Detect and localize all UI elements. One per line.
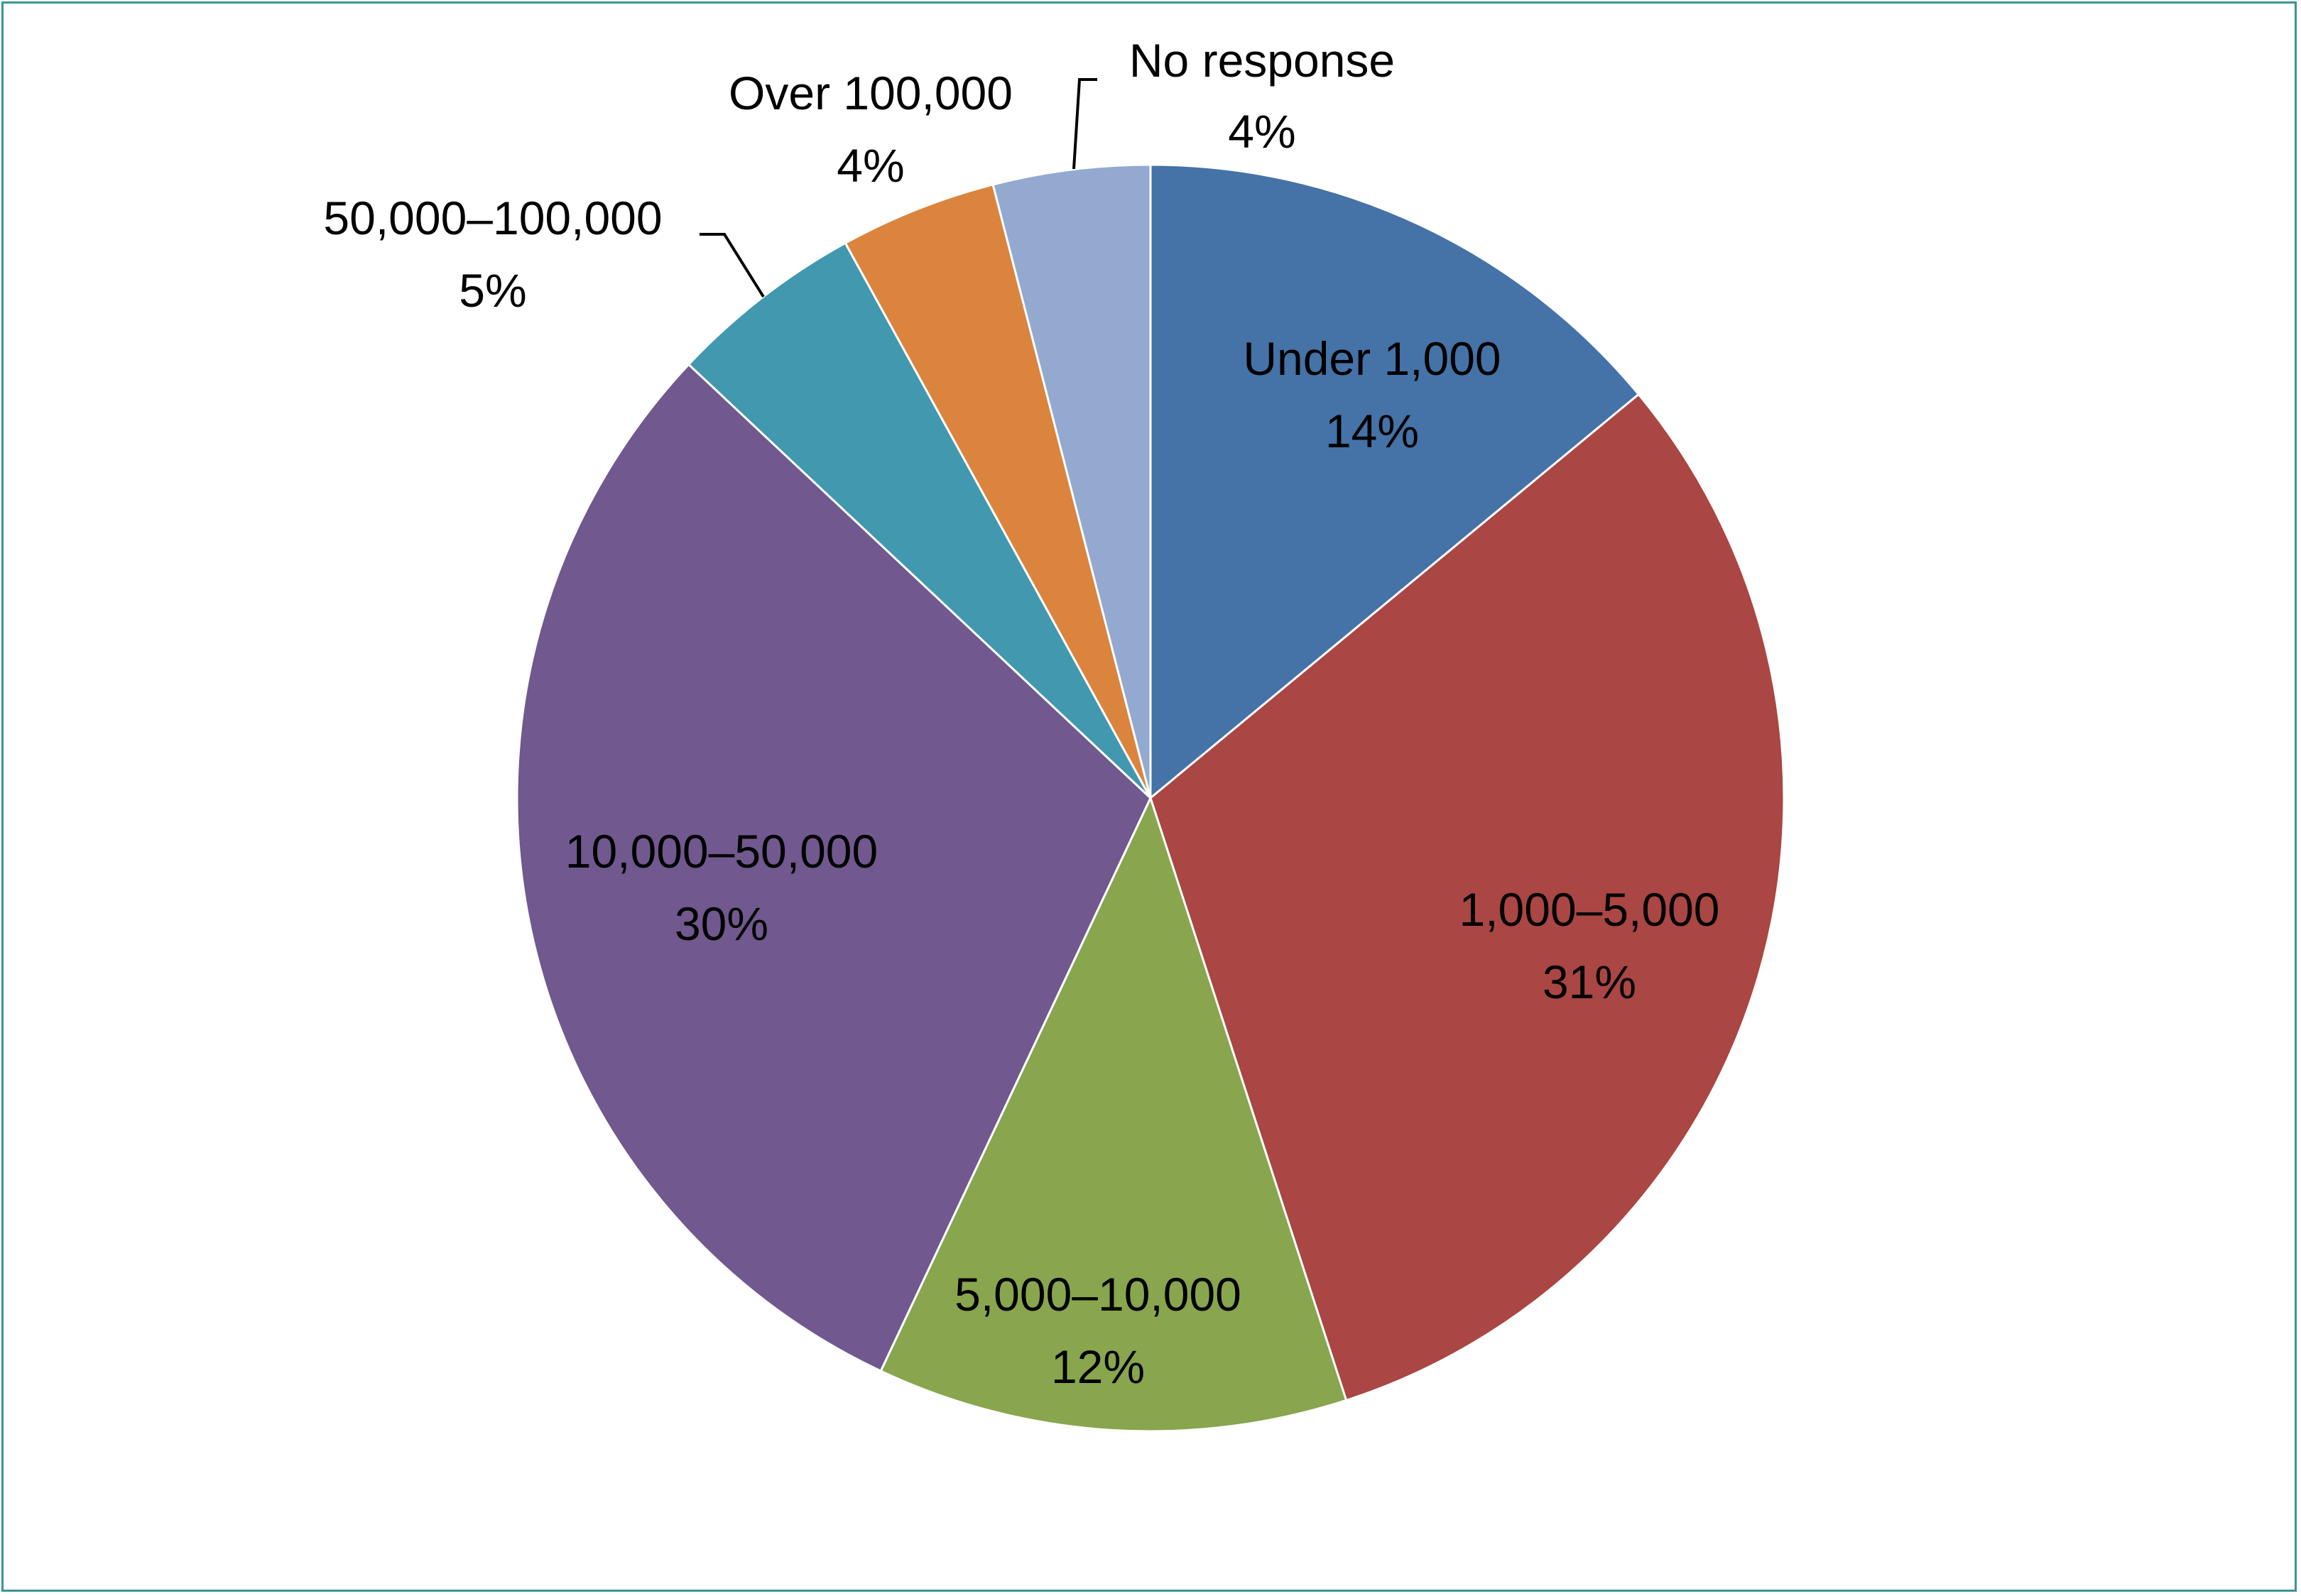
slice-value-1000-5000: 31% [1543, 956, 1636, 1008]
pie-slice-no-response [991, 163, 1152, 799]
slice-value-50000-100000: 5% [459, 264, 526, 317]
slice-label-under-1000: Under 1,000 [1243, 332, 1501, 385]
pie-slice-50-000-100-000 [687, 241, 1152, 799]
slice-label-10000-50000: 10,000–50,000 [565, 825, 878, 878]
slice-label-over-100000: Over 100,000 [729, 67, 1013, 119]
pie-slice-10-000-50-000 [516, 363, 1152, 1373]
slice-value-over-100000: 4% [837, 139, 904, 192]
slice-value-under-1000: 14% [1325, 405, 1419, 457]
slice-value-no-response: 4% [1228, 105, 1295, 158]
pie-slice-over-100-000 [844, 183, 1152, 799]
slice-labels: Under 1,000 14% 1,000–5,000 31% 5,000–10… [323, 34, 1719, 1393]
slice-label-1000-5000: 1,000–5,000 [1459, 883, 1719, 936]
pie-slice-1-000-5-000 [1149, 393, 1785, 1402]
leader-line-no-response [1072, 78, 1097, 170]
slice-value-5000-10000: 12% [1051, 1340, 1145, 1393]
slice-label-no-response: No response [1129, 34, 1395, 87]
pie-slice-under-1-000 [1149, 163, 1641, 801]
leader-line-50000-100000 [700, 233, 765, 298]
slice-value-10000-50000: 30% [675, 897, 768, 950]
pie-slices [516, 163, 1785, 1433]
pie-slice-5-000-10-000 [879, 794, 1348, 1433]
slice-label-50000-100000: 50,000–100,000 [323, 192, 662, 244]
slice-label-5000-10000: 5,000–10,000 [954, 1268, 1241, 1321]
leader-lines [700, 78, 1097, 298]
